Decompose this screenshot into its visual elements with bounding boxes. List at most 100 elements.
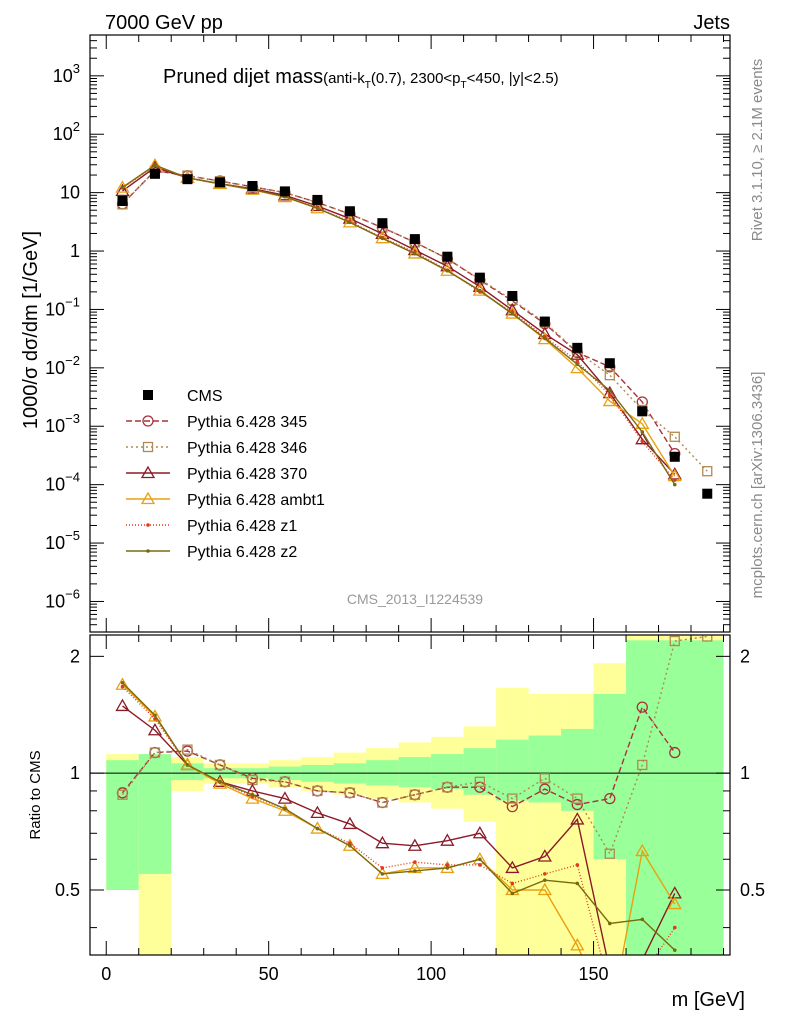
cms-data-point [539, 316, 550, 327]
ratio-band-green [561, 728, 594, 811]
series-1-ratio-point [669, 635, 680, 647]
series-1-ratio-point [507, 793, 518, 804]
series-5-main-point [445, 268, 450, 273]
y-tick-base: 10 [45, 299, 65, 319]
header-right: Jets [693, 12, 730, 34]
ratio-tick-label-right: 0.5 [740, 880, 765, 900]
series-2-main-point [570, 347, 585, 360]
series-2-ratio-point [440, 833, 455, 846]
series-4-main-point [672, 478, 677, 482]
series-5-ratio-point [315, 826, 320, 831]
series-0-main-line [121, 169, 676, 454]
series-5-ratio-point [218, 780, 222, 784]
series-3-main-point [537, 331, 552, 345]
y-tick-exponent: −5 [65, 528, 80, 543]
series-5-ratio-point [607, 921, 612, 926]
y-tick-label: 10−5 [45, 528, 80, 553]
series-5-ratio-point [348, 843, 352, 848]
y-tick-exponent: −2 [65, 353, 80, 368]
y-tick-label: 102 [53, 119, 80, 144]
series-4-main-point [607, 393, 612, 398]
legend-label: Pythia 6.428 z1 [187, 518, 297, 535]
cms-data-point [214, 177, 225, 188]
ratio-tick-label-right: 2 [740, 646, 750, 666]
series-3-ratio-point [115, 677, 130, 690]
ratio-frame [89, 634, 731, 956]
series-0-ratio-point [571, 798, 583, 811]
cms-data-point [702, 488, 713, 499]
series-3-main-point [602, 393, 617, 407]
cms-data-point [344, 206, 355, 217]
y-tick-label: 10−4 [45, 470, 80, 495]
x-tick-label: 50 [259, 964, 279, 984]
ratio-band-green [528, 735, 562, 803]
series-5-ratio-point [153, 713, 157, 718]
cms-data-point [669, 451, 680, 462]
series-3-ratio-point [342, 838, 358, 851]
y-tick-label: 1 [70, 241, 80, 261]
series-1-ratio-point [474, 776, 485, 787]
series-0-ratio-point [636, 701, 648, 713]
series-1-ratio [117, 635, 713, 859]
series-1-ratio-point [117, 789, 128, 800]
series-3-ratio [115, 677, 682, 955]
series-2-ratio-point [407, 838, 422, 851]
series-4-main-line [122, 164, 676, 481]
cms-data-point [409, 234, 420, 245]
cms-data-point [182, 174, 193, 185]
cms-data-point [247, 180, 258, 191]
cms-data-point [474, 272, 485, 283]
y-tick-base: 10 [45, 591, 65, 611]
series-1-ratio-point [442, 782, 453, 793]
cms-data-point [279, 186, 290, 197]
ratio-tick-label-left: 0.5 [55, 880, 80, 900]
series-5-main-point [510, 312, 515, 316]
ratio-band-yellow [528, 693, 562, 955]
cms-data-point [149, 168, 160, 179]
chart-title-detail-sub: T [365, 80, 371, 91]
series-2-ratio-point [342, 816, 358, 830]
series-5-main-point [543, 336, 547, 341]
y-tick-label: 10−2 [45, 353, 80, 378]
series-2-main-point [115, 183, 130, 197]
series-1-main-point [604, 369, 615, 381]
series-5-ratio-point [120, 680, 125, 685]
series-4-ratio-point [575, 863, 580, 867]
series-5-ratio-point [575, 881, 580, 886]
series-3-main-point [115, 180, 130, 193]
series-2-ratio-point [537, 849, 552, 862]
series-2-ratio-point [115, 698, 130, 712]
chart-title-detail-pre: (anti-k [323, 70, 365, 87]
x-tick-label: 0 [101, 964, 111, 984]
ratio-tick-label-left: 1 [70, 763, 80, 783]
series-3-ratio-point [570, 938, 585, 951]
series-0-ratio-point [506, 800, 518, 813]
y-tick-base: 10 [53, 124, 73, 144]
series-5-ratio-point [413, 869, 417, 873]
plot-frames [89, 34, 731, 956]
series-1-ratio-point [279, 776, 291, 787]
series-4-ratio-point [672, 925, 677, 930]
series-2-ratio-point [147, 722, 163, 736]
series-5-ratio-point [543, 878, 547, 882]
series-2-ratio-point [570, 812, 585, 825]
series-4-main-point [640, 439, 645, 444]
y-tick-base: 10 [45, 416, 65, 436]
series-5-main-point [575, 362, 580, 367]
series-3-ratio-point [147, 709, 163, 722]
y-tick-exponent: 2 [73, 119, 80, 134]
y-tick-exponent: −6 [65, 586, 80, 601]
legend-point [140, 491, 156, 505]
x-tick-label: 150 [579, 964, 609, 984]
series-4-ratio-point [348, 841, 352, 846]
cms-data-point [637, 406, 648, 417]
cms-data-point [442, 251, 453, 262]
series-2-ratio-point [310, 805, 325, 819]
chart-title-detail-mid: (0.7), 2300<p [371, 70, 461, 87]
legend-label: CMS [187, 388, 223, 405]
series-0-ratio-point [669, 746, 681, 759]
cms-data-point [572, 342, 583, 353]
legend-label: Pythia 6.428 ambt1 [187, 492, 325, 509]
series-1-ratio-point [344, 787, 356, 798]
